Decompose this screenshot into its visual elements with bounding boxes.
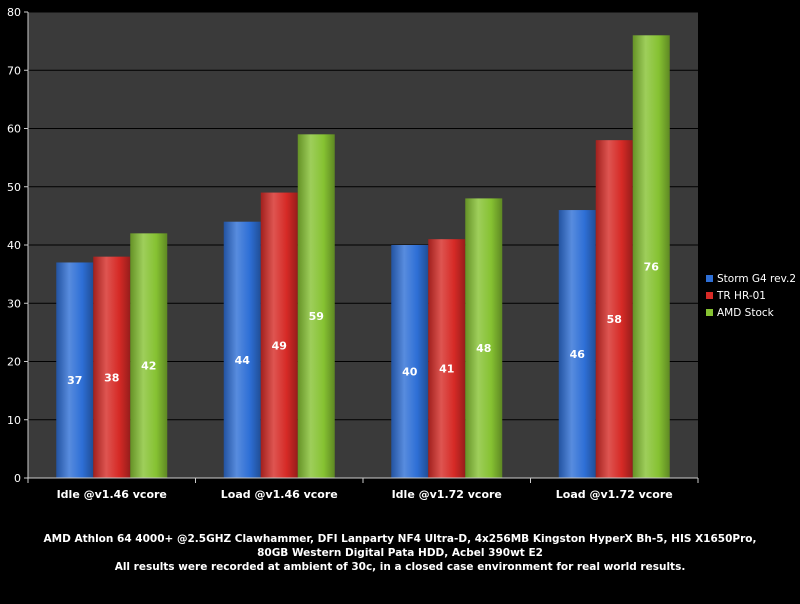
y-axis: 0 10 20 30 40 50 60 70 80	[7, 6, 29, 485]
bar	[558, 210, 596, 479]
caption-line-2: 80GB Western Digital Pata HDD, Acbel 390…	[257, 547, 543, 559]
x-tick-label: Load @v1.72 vcore	[556, 488, 673, 501]
y-tick-label: 60	[7, 123, 21, 136]
bar	[130, 233, 168, 478]
y-tick-label: 0	[14, 472, 21, 485]
x-tick-label: Idle @v1.46 vcore	[57, 488, 167, 501]
x-tick-label: Load @v1.46 vcore	[221, 488, 338, 501]
bar	[56, 262, 94, 478]
bar	[223, 221, 261, 478]
caption-line-1: AMD Athlon 64 4000+ @2.5GHZ Clawhammer, …	[43, 533, 757, 545]
y-tick-label: 70	[7, 64, 21, 77]
bar-value-label: 41	[439, 363, 454, 376]
y-tick-label: 50	[7, 181, 21, 194]
bar-value-label: 38	[104, 371, 119, 384]
bar	[428, 239, 466, 478]
bar-chart: 0 10 20 30 40 50 60 70 80 37 38 42 44 49 59 40 41 48 46 58…	[7, 6, 796, 501]
bar	[632, 35, 670, 479]
y-tick-label: 20	[7, 356, 21, 369]
bar-value-label: 40	[402, 366, 418, 379]
bar	[297, 134, 335, 478]
bar-series: 37 38 42 44 49 59 40 41 48 46 58 76	[56, 35, 670, 479]
bar-value-label: 44	[235, 354, 251, 367]
bar-value-label: 37	[67, 374, 82, 387]
bar	[391, 245, 429, 478]
y-tick-label: 10	[7, 414, 21, 427]
bar-value-label: 59	[309, 310, 324, 323]
y-tick-label: 30	[7, 297, 21, 310]
bar-value-label: 46	[570, 348, 586, 361]
bar-value-label: 76	[644, 261, 660, 274]
x-axis: Idle @v1.46 vcore Load @v1.46 vcore Idle @…	[27, 477, 699, 501]
legend-label: TR HR-01	[716, 290, 766, 302]
y-tick-label: 80	[7, 6, 21, 19]
bar-value-label: 48	[476, 342, 491, 355]
legend-swatch	[706, 275, 713, 282]
legend-swatch	[706, 309, 713, 316]
bar-value-label: 58	[607, 313, 622, 326]
y-tick-label: 40	[7, 239, 21, 252]
caption-line-3: All results were recorded at ambient of …	[114, 561, 686, 573]
bar-value-label: 49	[272, 339, 287, 352]
x-tick-label: Idle @v1.72 vcore	[392, 488, 502, 501]
legend-label: AMD Stock	[717, 307, 775, 319]
bar	[93, 256, 131, 478]
bar-value-label: 42	[141, 360, 156, 373]
bar	[465, 198, 503, 478]
legend: Storm G4 rev.2 TR HR-01 AMD Stock	[706, 273, 796, 319]
legend-swatch	[706, 292, 713, 299]
bar	[260, 192, 298, 478]
bar	[595, 140, 633, 478]
chart-caption: AMD Athlon 64 4000+ @2.5GHZ Clawhammer, …	[0, 532, 800, 574]
legend-label: Storm G4 rev.2	[717, 273, 796, 285]
